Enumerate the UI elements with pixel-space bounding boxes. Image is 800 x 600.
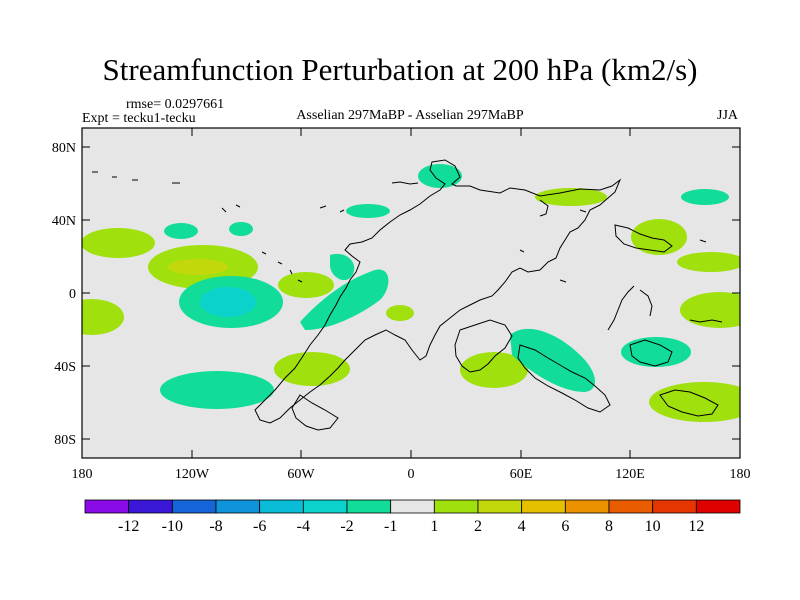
- colorbar-label: -10: [162, 518, 183, 535]
- y-axis-labels: 80N 40N 0 40S 80S: [52, 141, 76, 448]
- positive-anomaly-strong: [168, 259, 228, 275]
- x-tick-label: 120E: [615, 467, 645, 482]
- colorbar-swatch: [564, 499, 610, 514]
- negative-anomaly: [229, 222, 253, 236]
- colorbar-label: 8: [605, 518, 613, 535]
- negative-anomaly: [621, 337, 691, 367]
- x-tick-label: 180: [730, 467, 751, 482]
- negative-anomaly: [160, 371, 274, 409]
- x-axis-labels: 180 120W 60W 0 60E 120E 180: [72, 467, 751, 482]
- y-tick-label: 80S: [54, 433, 76, 448]
- colorbar-label: -4: [297, 518, 310, 535]
- x-tick-label: 180: [72, 467, 93, 482]
- coastline-segment: [639, 289, 653, 317]
- colorbar-label: 12: [688, 518, 704, 535]
- coastline-segment: [607, 285, 635, 331]
- colorbar-swatch: [390, 499, 435, 514]
- colorbar-swatch: [608, 499, 654, 514]
- colorbar: [84, 499, 741, 514]
- coastline-segment: [539, 199, 549, 217]
- negative-anomaly: [418, 164, 462, 188]
- coastline-segment: [517, 344, 611, 413]
- colorbar-swatch: [84, 499, 130, 514]
- colorbar-label: -6: [253, 518, 266, 535]
- positive-anomaly: [82, 299, 124, 335]
- x-tick-label: 60E: [510, 467, 533, 482]
- coastline-main: [254, 159, 622, 424]
- negative-anomaly: [330, 253, 355, 281]
- positive-anomaly: [680, 292, 740, 328]
- colorbar-label: 1: [430, 518, 438, 535]
- colorbar-swatch: [695, 499, 741, 514]
- comparison-label: Asselian 297MaBP - Asselian 297MaBP: [296, 108, 524, 123]
- colorbar-swatch: [215, 499, 261, 514]
- colorbar-label: 6: [561, 518, 569, 535]
- negative-anomaly-strong: [200, 287, 256, 317]
- colorbar-labels: -12 -10 -8 -6 -4 -2 -1 1 2 4 6 8 10 12: [118, 518, 704, 535]
- y-tick-label: 0: [69, 287, 76, 302]
- negative-anomaly: [346, 204, 390, 218]
- coastline-segment: [454, 319, 513, 373]
- colorbar-label: -2: [340, 518, 353, 535]
- positive-anomaly: [274, 352, 350, 386]
- colorbar-label: 10: [645, 518, 661, 535]
- axis-ticks: [81, 128, 741, 458]
- colorbar-swatch: [477, 499, 523, 514]
- positive-anomaly: [82, 228, 155, 258]
- colorbar-swatch: [346, 499, 392, 514]
- positive-anomaly: [278, 272, 334, 298]
- colorbar-label: 2: [474, 518, 482, 535]
- experiment-label: Expt = tecku1-tecku: [82, 111, 196, 126]
- coastline-segment: [614, 224, 673, 253]
- x-tick-label: 120W: [175, 467, 210, 482]
- colorbar-swatch: [521, 499, 566, 514]
- positive-anomaly: [649, 382, 740, 422]
- colorbar-label: -1: [384, 518, 397, 535]
- colorbar-swatch: [302, 499, 348, 514]
- colorbar-swatch: [171, 499, 217, 514]
- positive-anomaly: [631, 219, 687, 255]
- plot-title: Streamfunction Perturbation at 200 hPa (…: [102, 52, 698, 87]
- coastline-segment: [659, 389, 719, 417]
- colorbar-label: -12: [118, 518, 139, 535]
- anomaly-contours: [82, 164, 740, 422]
- coastline-segment: [689, 319, 723, 323]
- negative-anomaly: [681, 189, 729, 205]
- positive-anomaly: [677, 252, 740, 272]
- coastline-segment: [391, 181, 419, 185]
- coastline-segment: [629, 339, 673, 367]
- colorbar-swatch: [433, 499, 479, 514]
- y-tick-label: 40S: [54, 360, 76, 375]
- colorbar-label: 4: [518, 518, 526, 535]
- island-fragments: [92, 171, 707, 283]
- y-tick-label: 80N: [52, 141, 76, 156]
- season-label: JJA: [717, 108, 739, 123]
- x-tick-label: 0: [408, 467, 415, 482]
- positive-anomaly: [386, 305, 414, 321]
- x-tick-label: 60W: [287, 467, 315, 482]
- coastline-segment: [291, 394, 339, 431]
- coastlines: [254, 159, 723, 431]
- colorbar-swatch: [652, 499, 697, 514]
- positive-anomaly: [460, 352, 528, 388]
- positive-anomaly: [535, 188, 607, 206]
- negative-anomaly: [164, 223, 198, 239]
- rmse-label: rmse= 0.0297661: [126, 97, 225, 112]
- map-background: [82, 128, 740, 458]
- negative-anomaly: [300, 269, 389, 330]
- colorbar-swatch: [128, 499, 173, 514]
- y-tick-label: 40N: [52, 214, 76, 229]
- colorbar-label: -8: [209, 518, 222, 535]
- colorbar-swatch: [259, 499, 304, 514]
